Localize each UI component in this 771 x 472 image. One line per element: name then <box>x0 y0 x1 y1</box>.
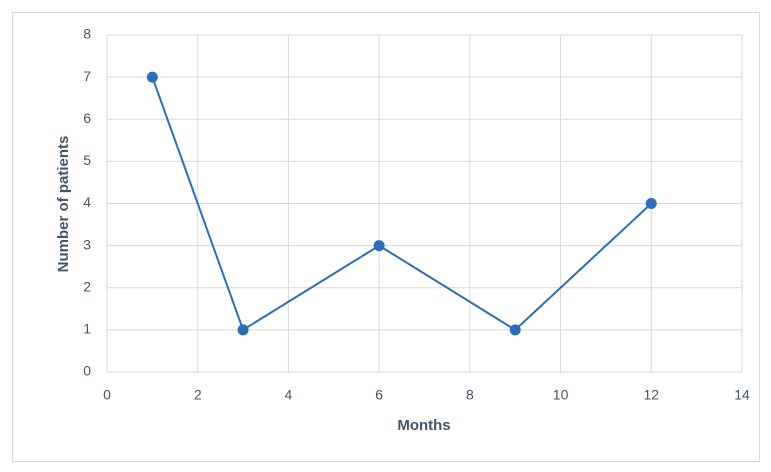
x-tick-label: 12 <box>643 387 659 403</box>
x-tick-label: 0 <box>103 387 111 403</box>
chart-border <box>12 12 760 462</box>
x-tick-label: 10 <box>553 387 569 403</box>
y-tick-label: 2 <box>83 278 91 294</box>
data-point <box>509 324 521 336</box>
x-axis-title: Months <box>397 417 450 434</box>
y-tick-label: 5 <box>83 152 91 168</box>
x-tick-label: 4 <box>285 387 293 403</box>
y-axis-title: Number of patients <box>55 136 72 273</box>
x-tick-label: 2 <box>194 387 202 403</box>
y-tick-label: 7 <box>83 68 91 84</box>
data-point <box>373 240 385 252</box>
data-point <box>645 198 657 209</box>
x-tick-label: 14 <box>734 387 750 403</box>
y-tick-label: 3 <box>83 236 91 252</box>
y-tick-label: 4 <box>83 194 91 210</box>
data-point <box>237 324 249 336</box>
y-tick-label: 1 <box>83 321 91 337</box>
data-point <box>146 71 158 83</box>
x-tick-label: 8 <box>466 387 474 403</box>
x-tick-label: 6 <box>375 387 383 403</box>
y-tick-label: 0 <box>83 363 91 379</box>
y-tick-label: 8 <box>83 26 91 42</box>
y-tick-label: 6 <box>83 110 91 126</box>
